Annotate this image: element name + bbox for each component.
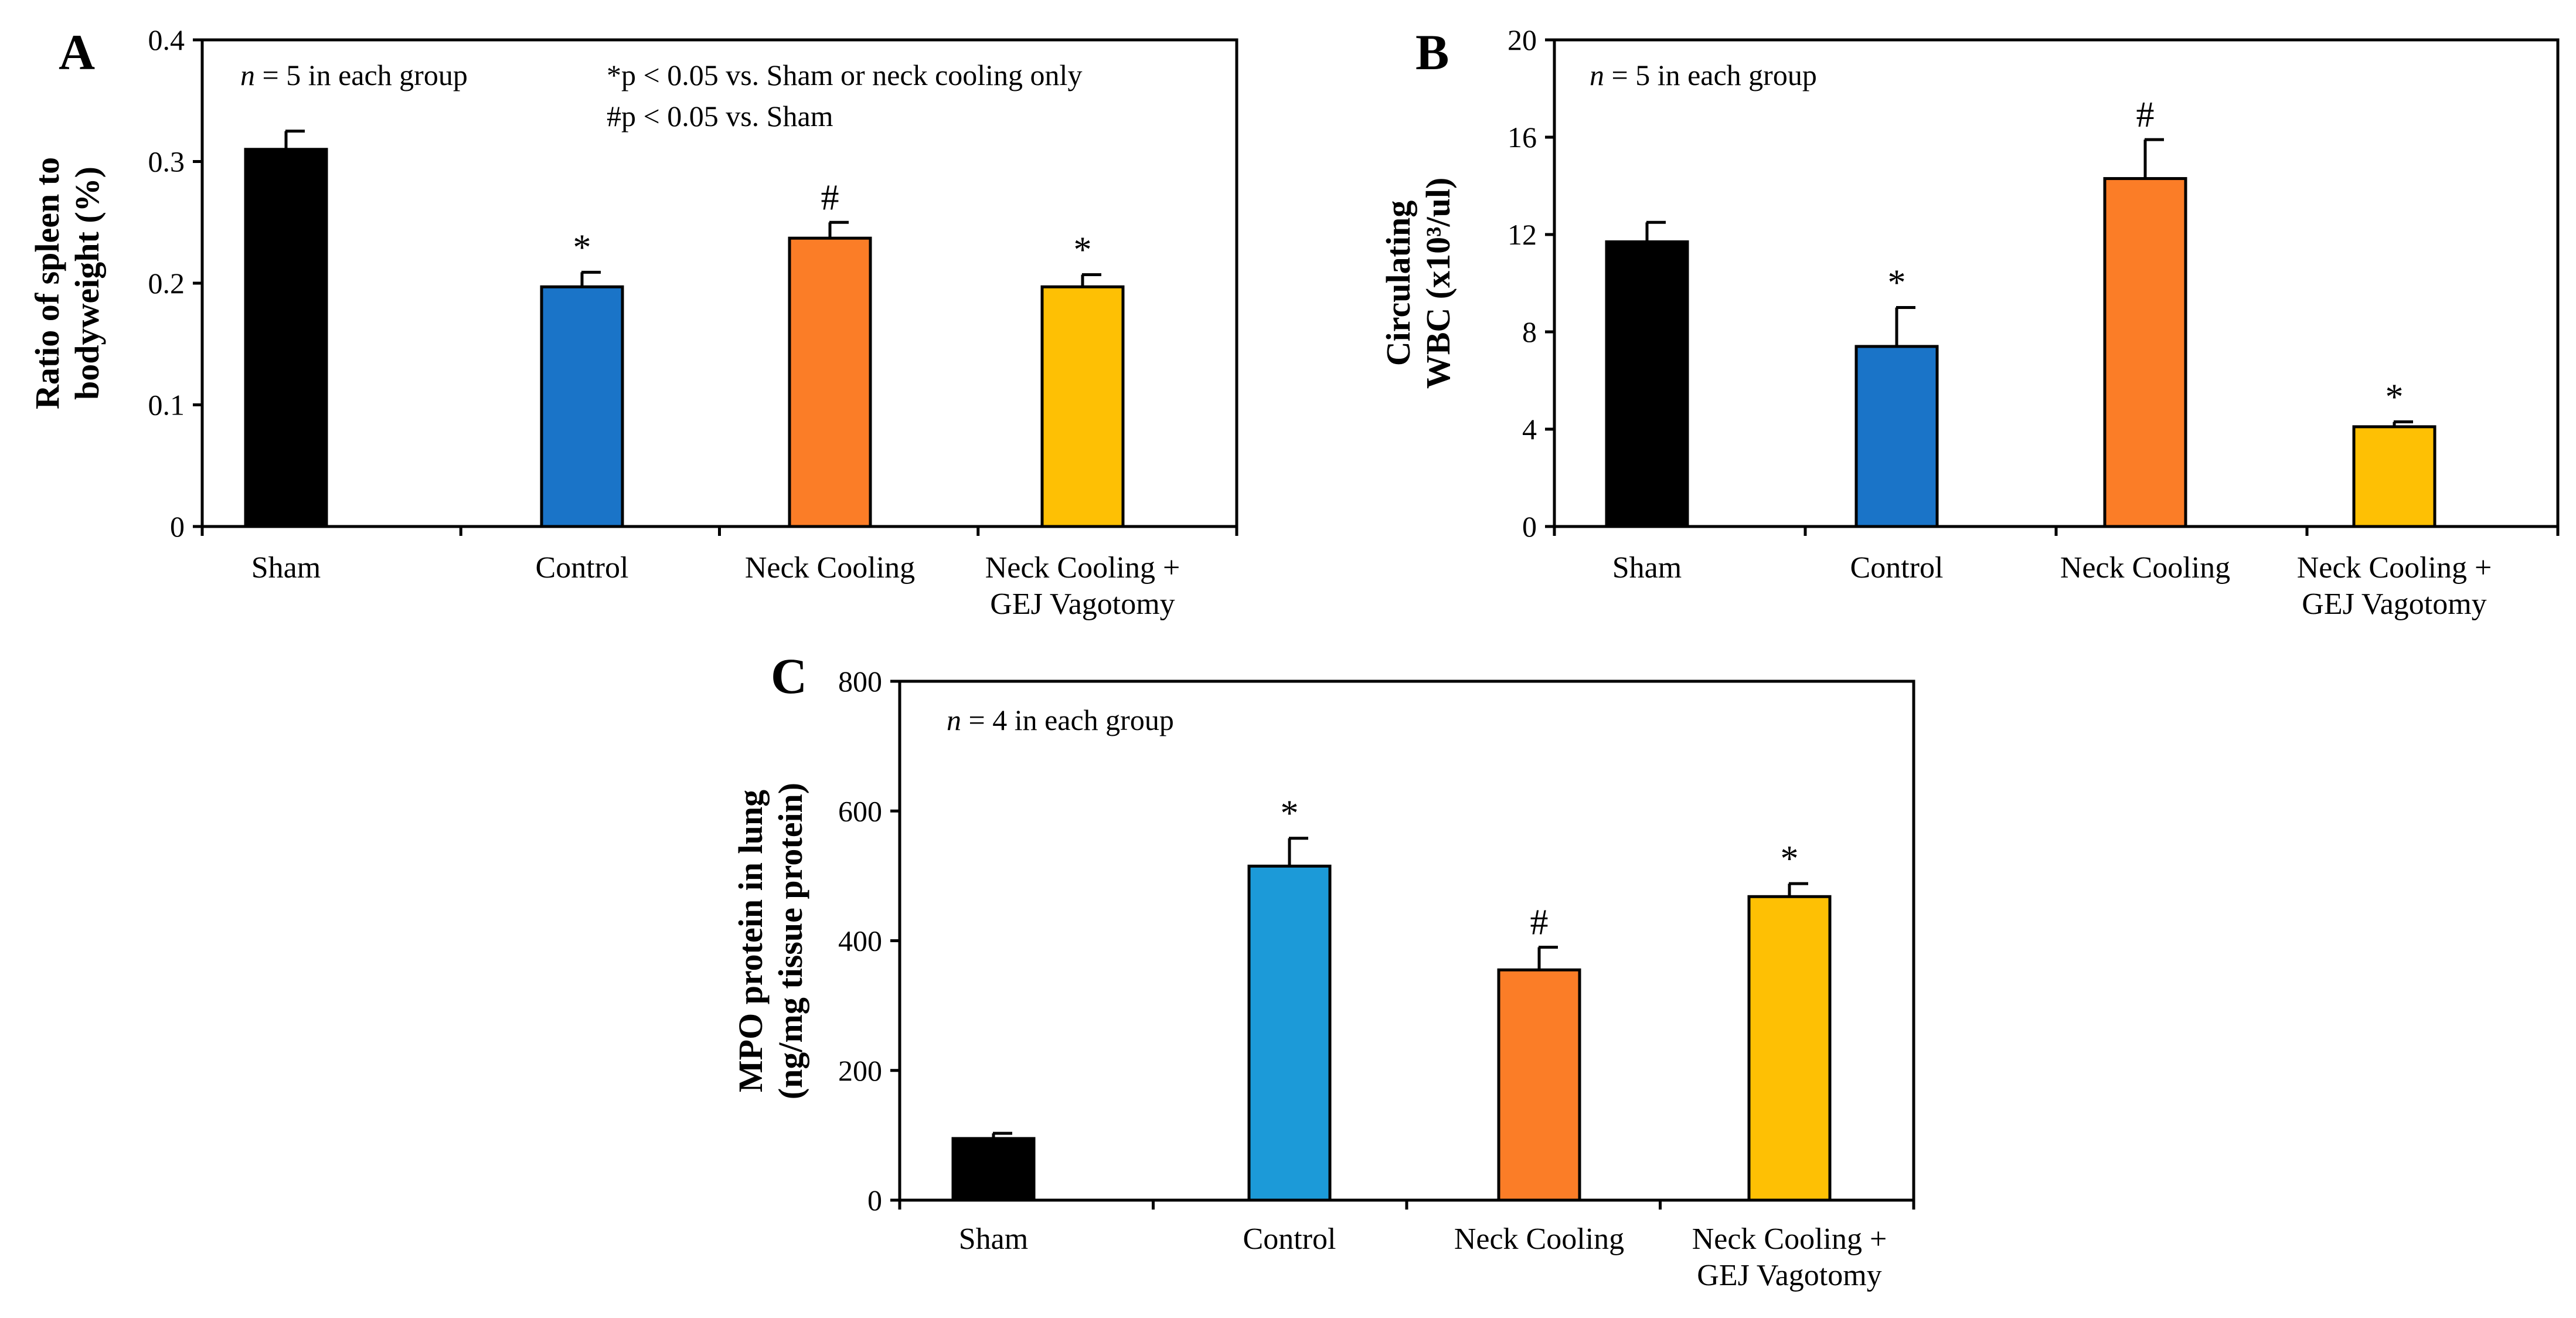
panel-c-significance-mark: *	[1781, 839, 1799, 879]
panel-b-ytick-label: 0	[1522, 510, 1537, 543]
panel-c-chart: C MPO protein in lung (ng/mg tissue prot…	[731, 648, 1915, 1292]
panel-b-bars: * # *	[1605, 95, 2437, 528]
panel-a-category-label: Control	[536, 551, 629, 585]
panel-b-ytick-label: 20	[1508, 23, 1537, 56]
panel-a-category-labels: Sham Control Neck Cooling Neck Cooling +GEJ…	[251, 551, 1180, 621]
panel-c-bars: * # *	[951, 794, 1832, 1202]
panel-b-bar	[1605, 240, 1689, 528]
panel-a-significance-mark: *	[1074, 230, 1092, 270]
panel-b-category-label: Control	[1850, 551, 1944, 585]
panel-c-significance-mark: *	[1281, 794, 1299, 834]
panel-b-y-axis-label: Circulating WBC (x10³/ul)	[1379, 178, 1457, 389]
panel-c-ylabel-line1: MPO protein in lung	[731, 790, 770, 1092]
panel-b-y-ticks: 0 4 8 12 16 20	[1508, 23, 2560, 543]
panel-b-ylabel-line1: Circulating	[1379, 201, 1417, 366]
panel-b-significance-mark: *	[1888, 263, 1906, 303]
panel-a-ylabel-line1: Ratio of spleen to	[28, 157, 66, 409]
panel-b-sample-size-note: n = 5 in each group	[1590, 59, 1817, 91]
panel-c-significance-mark: #	[1530, 903, 1549, 943]
panel-b-category-label: Sham	[1612, 551, 1682, 585]
panel-a-legend-hash: #p < 0.05 vs. Sham	[607, 100, 833, 133]
panel-a-ytick-label: 0.3	[148, 145, 185, 178]
panel-b-category-label: GEJ Vagotomy	[2302, 587, 2486, 621]
panel-a-category-label: Sham	[251, 551, 321, 585]
panel-c-bar	[951, 1137, 1036, 1202]
panel-c-n-text: = 4 in each group	[961, 704, 1174, 736]
panel-b-chart: B Circulating WBC (x10³/ul) 0 4 8 12 16 20 * #…	[1379, 23, 2560, 621]
panel-b-category-labels: Sham Control Neck Cooling Neck Cooling +GEJ…	[1612, 551, 2492, 621]
panel-b-ytick-label: 4	[1522, 413, 1537, 446]
panel-c-sample-size-note: n = 4 in each group	[947, 704, 1174, 736]
panel-c-category-label: Control	[1243, 1222, 1336, 1256]
panel-c-ytick-label: 800	[838, 665, 882, 698]
panel-b-significance-mark: #	[2136, 95, 2155, 135]
panel-b-category-label: Neck Cooling +	[2297, 551, 2492, 585]
panel-c-ytick-label: 200	[838, 1054, 882, 1087]
panel-b-category-label: Neck Cooling	[2060, 551, 2230, 585]
panel-a-ytick-label: 0.2	[148, 267, 185, 300]
panel-a-category-label: Neck Cooling	[745, 551, 915, 585]
panel-a-sample-size-note: n = 5 in each group	[240, 59, 468, 91]
panel-a-n-symbol: n	[240, 59, 255, 91]
panel-c-ylabel-line2: (ng/mg tissue protein)	[771, 783, 809, 1099]
panel-a-ytick-label: 0.4	[148, 23, 185, 56]
panel-b-bar	[1854, 345, 1939, 528]
panel-c-category-label: Neck Cooling	[1454, 1222, 1624, 1256]
panel-a-ytick-label: 0	[170, 510, 185, 543]
panel-b-n-symbol: n	[1590, 59, 1604, 91]
panel-a-bar	[1040, 285, 1125, 528]
panel-c-category-label: GEJ Vagotomy	[1697, 1259, 1881, 1292]
panel-a-significance-mark: *	[573, 227, 591, 267]
panel-a-ylabel-line2: bodyweight (%)	[68, 167, 106, 400]
panel-a-category-label: GEJ Vagotomy	[990, 587, 1175, 621]
panel-a-bar	[540, 285, 624, 528]
panel-b-bar	[2352, 425, 2437, 528]
panel-b-ylabel-line2: WBC (x10³/ul)	[1419, 178, 1457, 389]
panel-a-legend-star: *p < 0.05 vs. Sham or neck cooling only	[607, 59, 1082, 91]
panel-b-significance-mark: *	[2386, 378, 2404, 417]
panel-a-n-text: = 5 in each group	[255, 59, 468, 91]
panel-a-chart: A Ratio of spleen to bodyweight (%) 0 0.1…	[28, 23, 1238, 621]
panel-a-y-ticks: 0 0.1 0.2 0.3 0.4	[148, 23, 1238, 543]
panel-a-category-label: Neck Cooling +	[985, 551, 1180, 585]
panel-c-bar	[1497, 968, 1581, 1202]
panel-b-n-text: = 5 in each group	[1604, 59, 1817, 91]
panel-a-bars: * # *	[244, 130, 1125, 528]
panel-c-y-axis-label: MPO protein in lung (ng/mg tissue protei…	[731, 783, 809, 1099]
panel-c-category-label: Neck Cooling +	[1692, 1222, 1887, 1256]
panel-c-ytick-label: 600	[838, 794, 882, 827]
panel-c-category-label: Sham	[959, 1222, 1028, 1256]
panel-c-letter: C	[771, 648, 807, 704]
panel-a-bar	[788, 236, 872, 528]
panel-c-y-ticks: 0 200 400 600 800	[838, 665, 1915, 1217]
panel-b-ytick-label: 16	[1508, 121, 1537, 154]
panel-b-letter: B	[1415, 24, 1449, 80]
panel-c-category-labels: Sham Control Neck Cooling Neck Cooling +GEJ…	[959, 1222, 1887, 1292]
panel-b-ytick-label: 8	[1522, 315, 1537, 348]
panel-a-significance-mark: #	[821, 178, 839, 218]
panel-c-n-symbol: n	[947, 704, 961, 736]
panel-c-ytick-label: 400	[838, 925, 882, 957]
panel-a-letter: A	[59, 24, 95, 80]
panel-c-ytick-label: 0	[867, 1184, 882, 1217]
panel-a-ytick-label: 0.1	[148, 389, 185, 422]
panel-c-bar	[1247, 864, 1332, 1202]
panel-a-y-axis-label: Ratio of spleen to bodyweight (%)	[28, 157, 106, 409]
panel-a-bar	[244, 148, 328, 528]
panel-b-ytick-label: 12	[1508, 218, 1537, 251]
panel-c-bar	[1747, 895, 1832, 1202]
panel-b-bar	[2103, 177, 2187, 528]
